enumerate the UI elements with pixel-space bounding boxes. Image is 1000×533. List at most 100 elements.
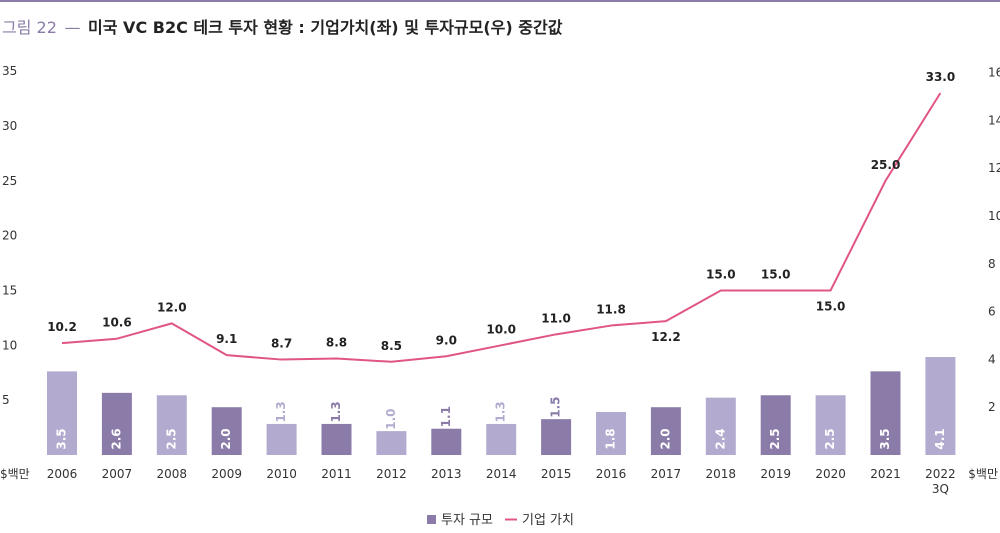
x-tick-label: 2019 [760,467,791,481]
legend-line-label: 기업 가치 [522,513,574,528]
line-value-label: 25.0 [871,158,901,172]
right-axis: 2 4 6 8 10 12 14 16 $백만 [968,66,1000,481]
x-tick-label: 2007 [102,467,133,481]
bar [650,407,681,455]
bar [266,423,297,455]
right-tick-label: 8 [988,257,996,271]
bar [541,419,572,455]
right-tick-label: 2 [988,400,996,414]
x-tick-label: 3Q [932,482,949,496]
line-value-label: 12.2 [651,330,681,344]
x-tick-label: 2014 [486,467,517,481]
x-tick-label: 2008 [157,467,188,481]
left-tick-label: 10 [2,338,17,352]
left-tick-label: 5 [2,393,10,407]
legend: 투자 규모 기업 가치 [427,513,574,528]
bar-value-label: 2.5 [164,428,178,449]
bar [376,431,407,455]
x-tick-label: 2006 [47,467,78,481]
top-rule [0,0,1000,2]
line-value-label: 8.7 [271,337,292,351]
x-tick-label: 2022 [925,467,956,481]
x-tick-label: 2009 [211,467,242,481]
bar-value-label: 2.5 [823,428,837,449]
line-value-label: 10.2 [47,320,77,334]
left-tick-label: 30 [2,119,17,133]
figure-title: 그림 22 — 미국 VC B2C 테크 투자 현황 : 기업가치(좌) 및 투… [2,14,562,38]
bar [321,423,352,455]
bar-value-label: 1.5 [549,397,563,418]
line-path [61,92,942,363]
bar-value-label: 1.0 [384,408,398,429]
line-value-label: 33.0 [926,70,956,84]
bar [870,371,901,455]
line-value-label: 10.6 [102,316,132,330]
right-tick-label: 6 [988,305,996,319]
bar-value-label: 2.0 [658,428,672,449]
bar-series: 3.5 2.6 2.5 2.0 1.3 1.3 1.0 1.1 1.3 1.5 1.8 2.0 2.4 2… [47,357,956,455]
bar-value-label: 3.5 [878,428,892,449]
bar-value-label: 1.3 [329,401,343,422]
left-tick-label: 20 [2,229,17,243]
line-value-label: 9.0 [436,333,457,347]
x-tick-label: 2010 [266,467,297,481]
bar [156,395,187,455]
bar-value-label: 3.5 [55,428,69,449]
bar-value-label: 1.3 [274,401,288,422]
bar [705,397,736,455]
bar [925,357,956,455]
legend-bar-label: 투자 규모 [441,513,493,528]
bar-value-label: 1.8 [604,428,618,449]
left-tick-label: 35 [2,64,17,78]
line-value-label: 10.0 [486,322,516,336]
right-tick-label: 4 [988,352,996,366]
figure-title-text: 미국 VC B2C 테크 투자 현황 : 기업가치(좌) 및 투자규모(우) 중… [88,18,563,37]
line-value-label: 15.0 [706,267,736,281]
title-separator: — [64,18,81,37]
bar-value-label: 1.1 [439,406,453,427]
x-tick-label: 2013 [431,467,462,481]
bar-value-label: 2.5 [768,428,782,449]
bar-value-label: 1.3 [494,401,508,422]
right-tick-label: 14 [988,113,1000,127]
bar [211,407,242,455]
bar-value-label: 2.0 [219,428,233,449]
bar [486,423,517,455]
x-tick-label: 2018 [706,467,737,481]
bar [760,395,791,455]
left-axis: 5 10 15 20 25 30 35 $백만 [0,64,30,481]
bar-value-label: 2.4 [713,428,727,449]
left-axis-unit: $백만 [0,467,30,481]
x-tick-label: 2012 [376,467,407,481]
line-value-label: 9.1 [216,332,237,346]
left-tick-label: 25 [2,174,17,188]
line-value-label: 11.0 [541,311,571,325]
bar [47,371,77,455]
line-value-label: 8.8 [326,335,347,349]
line-value-label: 15.0 [816,299,846,313]
x-axis: 2006 2007 2008 2009 2010 2011 2012 2013 2014 2015… [47,467,956,496]
right-tick-label: 10 [988,209,1000,223]
line-value-label: 8.5 [381,339,402,353]
right-axis-unit: $백만 [968,467,998,481]
x-tick-label: 2011 [321,467,352,481]
left-tick-label: 15 [2,283,17,297]
bar [101,392,132,455]
bar [815,395,846,455]
line-series: 10.2 10.6 12.0 9.1 8.7 8.8 8.5 9.0 10.0 11.0 11.8 1… [47,70,956,363]
x-tick-label: 2016 [596,467,627,481]
x-tick-label: 2020 [815,467,846,481]
right-tick-label: 16 [988,66,1000,80]
line-value-label: 11.8 [596,303,626,317]
x-tick-label: 2021 [870,467,901,481]
right-tick-label: 12 [988,161,1000,175]
bar [596,411,626,455]
figure-number: 그림 22 [2,18,57,37]
x-tick-label: 2015 [541,467,572,481]
line-value-label: 12.0 [157,300,187,314]
bar-value-label: 2.6 [109,428,123,449]
line-value-label: 15.0 [761,267,791,281]
legend-bar-swatch [427,515,436,524]
x-tick-label: 2017 [651,467,682,481]
